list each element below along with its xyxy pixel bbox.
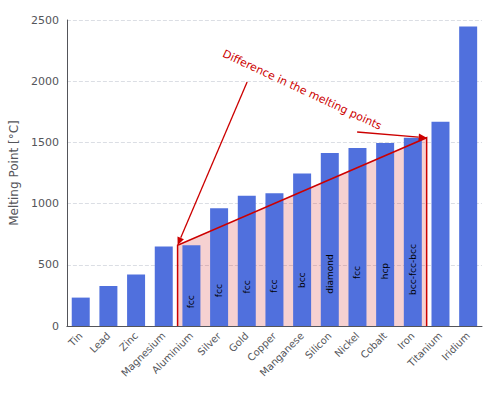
svg-text:Tin: Tin	[66, 330, 85, 349]
svg-text:Iron: Iron	[395, 330, 416, 351]
svg-text:bcc-fcc-bcc: bcc-fcc-bcc	[408, 244, 418, 295]
svg-text:Zinc: Zinc	[117, 330, 140, 353]
svg-text:2000: 2000	[31, 75, 59, 88]
svg-text:Lead: Lead	[88, 330, 113, 355]
svg-text:Difference in the melting poin: Difference in the melting points	[220, 47, 384, 133]
svg-text:diamond: diamond	[325, 254, 335, 293]
svg-text:Manganese: Manganese	[258, 330, 306, 378]
svg-text:fcc: fcc	[214, 284, 224, 297]
svg-text:hcp: hcp	[380, 263, 390, 280]
svg-text:Gold: Gold	[227, 330, 251, 354]
svg-text:fcc: fcc	[242, 280, 252, 293]
svg-text:Magnesium: Magnesium	[119, 330, 168, 379]
svg-text:fcc: fcc	[186, 295, 196, 308]
svg-text:Aluminium: Aluminium	[150, 330, 196, 376]
svg-text:Silver: Silver	[195, 329, 223, 357]
svg-text:Melting Point [°C]: Melting Point [°C]	[7, 120, 21, 226]
svg-text:bcc: bcc	[297, 272, 307, 288]
svg-text:Iridium: Iridium	[440, 330, 473, 363]
svg-text:1000: 1000	[31, 197, 59, 210]
svg-text:1500: 1500	[31, 136, 59, 149]
svg-text:Cobalt: Cobalt	[358, 330, 389, 361]
svg-text:Nickel: Nickel	[332, 330, 361, 359]
svg-text:2500: 2500	[31, 14, 59, 27]
svg-text:Silicon: Silicon	[303, 330, 334, 361]
svg-text:fcc: fcc	[269, 280, 279, 293]
svg-text:500: 500	[38, 258, 59, 271]
svg-text:0: 0	[52, 320, 59, 333]
svg-text:Copper: Copper	[245, 330, 279, 364]
svg-text:fcc: fcc	[352, 266, 362, 279]
svg-text:Titanium: Titanium	[405, 330, 444, 369]
